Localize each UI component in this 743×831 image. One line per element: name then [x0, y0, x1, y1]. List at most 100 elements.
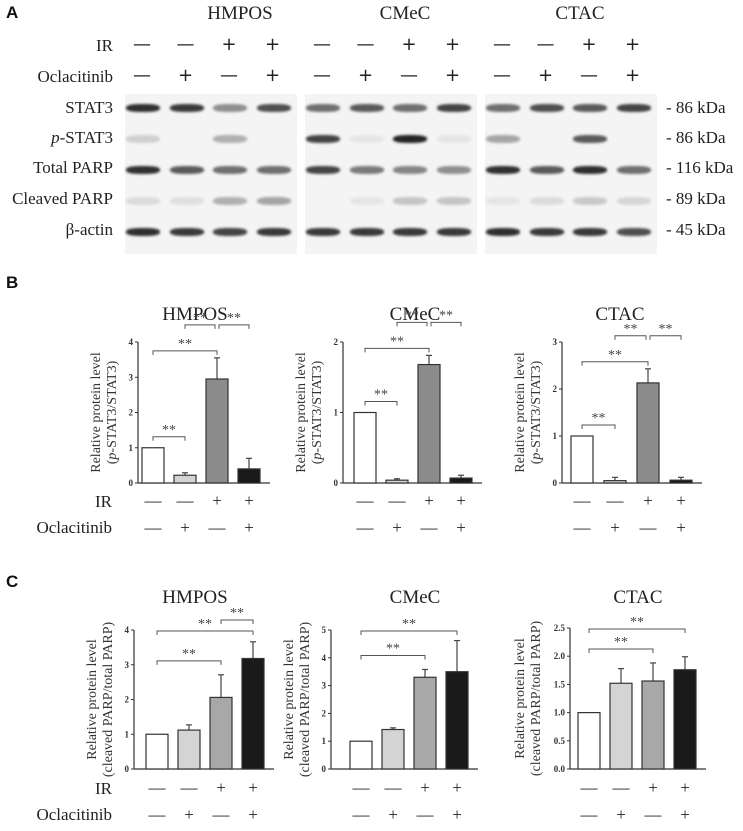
bar — [603, 480, 627, 484]
blot-image-hmpos — [125, 94, 297, 254]
blot-kda-marker: - 89 kDa — [666, 189, 726, 208]
svg-text:(cleaved PARP/total PARP): (cleaved PARP/total PARP) — [298, 622, 313, 778]
blot-band — [306, 104, 340, 112]
bar — [413, 676, 437, 770]
bar — [177, 729, 201, 770]
svg-text:Relative protein level: Relative protein level — [89, 352, 104, 473]
blot-band — [486, 166, 520, 174]
significance-bracket — [360, 654, 426, 660]
blot-band — [169, 197, 204, 205]
blot-band — [393, 228, 427, 236]
y-tick-label: 4 — [129, 337, 134, 347]
treatment-sign: + — [452, 805, 462, 824]
treatment-sign: — — [580, 778, 599, 797]
significance-label: ** — [608, 348, 622, 363]
blot-title-hmpos: HMPOS — [207, 3, 273, 24]
significance-bracket — [430, 321, 462, 327]
blot-image-cmec — [305, 94, 477, 254]
blot-band — [529, 228, 564, 236]
blot-sign: + — [444, 34, 461, 55]
blot-band — [436, 166, 471, 174]
y-tick-label: 2 — [553, 384, 558, 394]
blot-band — [306, 135, 340, 143]
treatment-sign: — — [148, 778, 167, 797]
bar — [173, 474, 197, 484]
bar — [385, 479, 409, 484]
blot-sign: — — [176, 34, 195, 55]
significance-label: ** — [624, 322, 638, 337]
significance-bracket — [649, 335, 682, 340]
blot-title-ctac: CTAC — [555, 3, 605, 24]
blot-sign: — — [356, 34, 375, 55]
blot-band — [169, 166, 204, 174]
y-axis-label: Relative protein level (cleaved PARP/tota… — [513, 621, 544, 777]
blot-sign: — — [493, 34, 511, 55]
blot-sign: — — [313, 34, 331, 55]
blot-band — [126, 135, 160, 143]
treatment-sign: — — [388, 491, 407, 510]
y-tick-label: 0 — [129, 478, 134, 488]
bar — [636, 382, 660, 484]
svg-text:(p-STAT3/STAT3): (p-STAT3/STAT3) — [529, 360, 544, 464]
blot-band — [616, 228, 651, 236]
treatment-sign: + — [212, 491, 222, 510]
treatment-sign: — — [208, 518, 227, 537]
blot-band — [573, 166, 607, 174]
treatment-sign: + — [680, 805, 690, 824]
y-tick-label: 3 — [129, 372, 134, 382]
y-tick-label: 0 — [334, 478, 339, 488]
blot-sign: — — [220, 65, 238, 86]
significance-label: ** — [630, 615, 644, 630]
svg-text:Relative protein level: Relative protein level — [282, 639, 297, 760]
significance-label: ** — [178, 337, 192, 352]
blot-title-cmec: CMeC — [379, 3, 431, 24]
y-tick-label: 2.0 — [554, 651, 566, 661]
blot-band — [573, 197, 607, 205]
blot-sign: + — [537, 65, 554, 86]
blot-kda-marker: - 86 kDa — [666, 98, 726, 117]
blot-sign: — — [493, 65, 511, 86]
blot-band — [573, 104, 607, 112]
blot-band — [573, 228, 607, 236]
significance-label: ** — [659, 322, 673, 337]
significance-bracket — [152, 436, 186, 441]
blot-band — [486, 135, 520, 143]
chart-b-oclacitinib-label: Oclacitinib — [36, 518, 112, 537]
bar — [641, 680, 665, 770]
blot-sign: — — [313, 65, 331, 86]
blot-band — [573, 135, 607, 143]
treatment-sign: — — [144, 491, 163, 510]
y-tick-label: 2 — [125, 695, 130, 705]
blot-image-ctac — [485, 94, 657, 254]
blot-band — [529, 197, 564, 205]
treatment-sign: — — [144, 518, 163, 537]
significance-label: ** — [230, 606, 244, 621]
blot-oclacitinib-label: Oclacitinib — [37, 67, 113, 86]
treatment-sign: — — [612, 778, 631, 797]
blot-band — [256, 104, 291, 112]
blot-band — [256, 166, 291, 174]
treatment-sign: — — [352, 805, 371, 824]
blot-band — [436, 228, 471, 236]
bar — [237, 468, 261, 484]
treatment-sign: — — [573, 518, 592, 537]
y-axis-label: Relative protein level (cleaved PARP/tota… — [85, 622, 116, 778]
blot-band — [126, 166, 160, 174]
treatment-sign: — — [420, 518, 439, 537]
treatment-sign: + — [244, 491, 254, 510]
significance-bracket — [360, 630, 458, 635]
blot-sign: — — [133, 65, 151, 86]
significance-bracket — [364, 401, 398, 406]
treatment-sign: — — [356, 491, 375, 510]
significance-label: ** — [386, 641, 400, 656]
y-tick-label: 2 — [129, 408, 134, 418]
chart-title: HMPOS — [162, 304, 227, 325]
bar — [381, 728, 405, 770]
blot-band — [486, 197, 520, 205]
significance-bracket — [156, 630, 254, 635]
blot-sign: + — [221, 34, 237, 55]
blot-band — [126, 228, 160, 236]
treatment-sign: — — [416, 805, 435, 824]
treatment-sign: — — [176, 491, 195, 510]
bar — [570, 435, 594, 484]
